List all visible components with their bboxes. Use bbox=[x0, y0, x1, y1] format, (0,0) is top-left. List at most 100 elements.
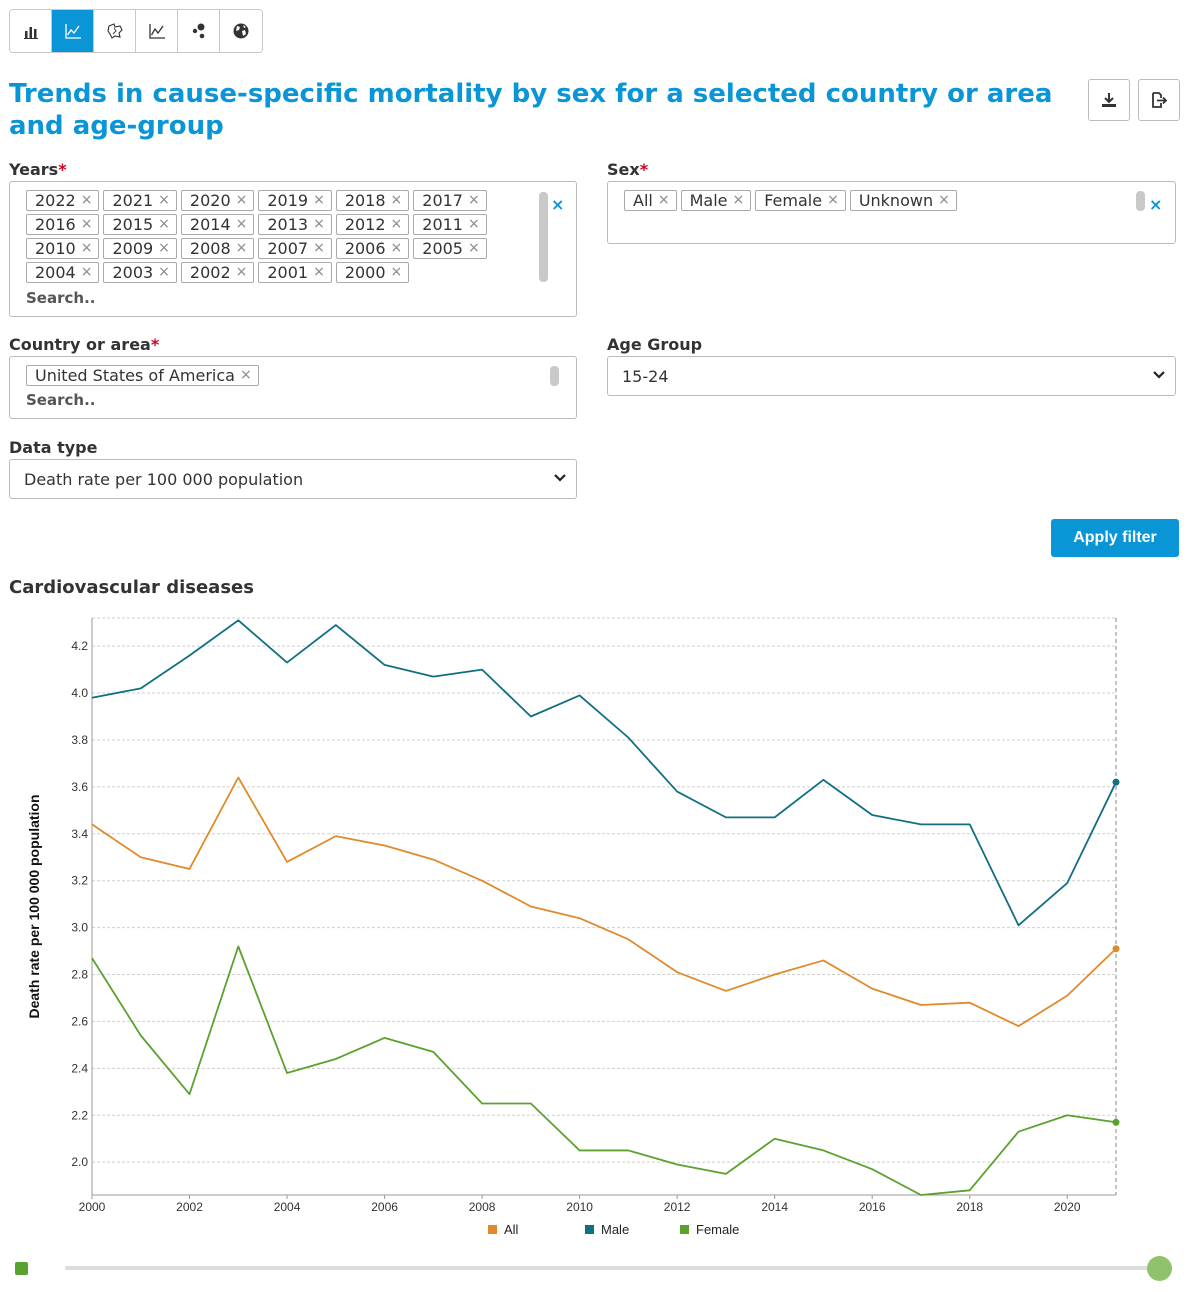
chip-remove-icon[interactable]: × bbox=[313, 216, 325, 232]
sex-chips: All × Male × Female × Unknown × bbox=[624, 190, 1104, 211]
year-chip: 2006 × bbox=[335, 238, 410, 259]
chip-label: 2013 bbox=[267, 215, 309, 234]
x-tick-label: 2004 bbox=[274, 1200, 301, 1214]
trend-chart-icon bbox=[148, 24, 165, 39]
year-slider-track[interactable] bbox=[65, 1266, 1160, 1270]
sex-multiselect[interactable]: All × Male × Female × Unknown × × bbox=[607, 181, 1176, 244]
chip-remove-icon[interactable]: × bbox=[390, 240, 403, 256]
chip-label: 2009 bbox=[112, 239, 154, 258]
chip-remove-icon[interactable]: × bbox=[467, 216, 480, 232]
y-tick-label: 2.4 bbox=[71, 1061, 88, 1075]
series-line-all bbox=[91, 776, 1117, 1028]
line-chart-button[interactable] bbox=[52, 10, 94, 52]
trend-chart-button[interactable] bbox=[136, 10, 178, 52]
chip-remove-icon[interactable]: × bbox=[467, 240, 480, 256]
bubble-chart-button[interactable] bbox=[178, 10, 220, 52]
globe-button[interactable] bbox=[220, 10, 262, 52]
year-chip: 2000 × bbox=[335, 262, 410, 283]
chip-remove-icon[interactable]: × bbox=[467, 192, 480, 208]
chip-label: Female bbox=[764, 191, 823, 210]
series-point-all bbox=[1112, 945, 1120, 953]
page-title: Trends in cause-specific mortality by se… bbox=[9, 79, 1053, 141]
chip-label: 2021 bbox=[112, 191, 154, 210]
chip-remove-icon[interactable]: × bbox=[313, 240, 325, 256]
export-button[interactable] bbox=[1138, 79, 1180, 121]
chip-label: 2015 bbox=[112, 215, 154, 234]
age-group-label: Age Group bbox=[607, 335, 703, 354]
series-point-male bbox=[1112, 778, 1120, 786]
x-tick-label: 2018 bbox=[956, 1200, 983, 1214]
chip-remove-icon[interactable]: × bbox=[235, 264, 248, 280]
chip-remove-icon[interactable]: × bbox=[158, 264, 170, 280]
years-scrollbar[interactable] bbox=[539, 192, 548, 282]
year-chip: 2015 × bbox=[103, 214, 177, 235]
years-multiselect[interactable]: 2022 × 2021 × 2020 × 2019 × 2018 × 2017 × 2016 × 2015 ×… bbox=[9, 181, 577, 317]
year-chip: 2005 × bbox=[413, 238, 487, 259]
sex-clear-icon[interactable]: × bbox=[1149, 195, 1163, 214]
apply-filter-button[interactable]: Apply filter bbox=[1051, 519, 1179, 557]
chip-remove-icon[interactable]: × bbox=[938, 192, 950, 208]
x-tick-label: 2006 bbox=[371, 1200, 398, 1214]
bar-chart-icon bbox=[23, 27, 38, 39]
sex-scrollbar[interactable] bbox=[1136, 191, 1145, 211]
country-scrollbar[interactable] bbox=[550, 366, 559, 386]
age-group-select[interactable]: 15-24 bbox=[607, 356, 1176, 396]
country-chip: United States of America × bbox=[26, 365, 259, 386]
chevron-down-icon bbox=[554, 474, 566, 482]
chip-remove-icon[interactable]: × bbox=[657, 192, 670, 208]
chip-remove-icon[interactable]: × bbox=[80, 240, 93, 256]
chip-remove-icon[interactable]: × bbox=[158, 216, 170, 232]
chip-remove-icon[interactable]: × bbox=[827, 192, 839, 208]
chip-label: 2012 bbox=[344, 215, 386, 234]
download-button[interactable] bbox=[1088, 79, 1130, 121]
chevron-down-icon bbox=[1153, 371, 1165, 379]
years-clear-icon[interactable]: × bbox=[551, 195, 565, 214]
chip-remove-icon[interactable]: × bbox=[235, 192, 248, 208]
chip-label: 2005 bbox=[422, 239, 463, 258]
country-multiselect[interactable]: United States of America × Search.. bbox=[9, 356, 577, 419]
chip-remove-icon[interactable]: × bbox=[390, 264, 403, 280]
legend-label-female[interactable]: Female bbox=[696, 1222, 739, 1237]
chip-label: 2014 bbox=[189, 215, 231, 234]
legend-swatch-female[interactable] bbox=[680, 1225, 689, 1234]
y-tick-label: 3.2 bbox=[71, 874, 88, 888]
bar-chart-button[interactable] bbox=[10, 10, 52, 52]
legend-swatch-all[interactable] bbox=[488, 1225, 497, 1234]
y-tick-label: 3.0 bbox=[71, 921, 88, 935]
country-search-input[interactable]: Search.. bbox=[26, 391, 96, 409]
chip-label: 2002 bbox=[189, 263, 231, 282]
y-tick-label: 2.6 bbox=[71, 1014, 88, 1028]
y-tick-label: 2.2 bbox=[71, 1108, 88, 1122]
chip-remove-icon[interactable]: × bbox=[732, 192, 745, 208]
chip-label: Unknown bbox=[858, 191, 934, 210]
data-type-select[interactable]: Death rate per 100 000 population bbox=[9, 459, 577, 499]
data-type-value: Death rate per 100 000 population bbox=[24, 469, 304, 489]
chip-remove-icon[interactable]: × bbox=[313, 192, 325, 208]
year-chip: 2003 × bbox=[103, 262, 177, 283]
legend-label-male[interactable]: Male bbox=[601, 1222, 629, 1237]
required-mark: * bbox=[639, 160, 649, 179]
chip-remove-icon[interactable]: × bbox=[235, 240, 248, 256]
chip-remove-icon[interactable]: × bbox=[80, 264, 93, 280]
years-label: Years* bbox=[9, 160, 67, 179]
chip-remove-icon[interactable]: × bbox=[235, 216, 248, 232]
chip-remove-icon[interactable]: × bbox=[239, 367, 252, 383]
year-slider-start-handle[interactable] bbox=[15, 1262, 28, 1275]
chip-remove-icon[interactable]: × bbox=[158, 192, 170, 208]
required-mark: * bbox=[58, 160, 67, 179]
chip-remove-icon[interactable]: × bbox=[313, 264, 325, 280]
chip-remove-icon[interactable]: × bbox=[390, 192, 403, 208]
chip-remove-icon[interactable]: × bbox=[80, 192, 93, 208]
chip-remove-icon[interactable]: × bbox=[390, 216, 403, 232]
years-label-text: Years bbox=[9, 160, 59, 179]
years-search-input[interactable]: Search.. bbox=[26, 289, 96, 307]
chip-remove-icon[interactable]: × bbox=[158, 240, 170, 256]
year-chip: 2019 × bbox=[258, 190, 332, 211]
chip-label: 2016 bbox=[35, 215, 76, 234]
sex-label: Sex* bbox=[607, 160, 648, 179]
map-button[interactable] bbox=[94, 10, 136, 52]
legend-label-all[interactable]: All bbox=[504, 1222, 519, 1237]
chip-remove-icon[interactable]: × bbox=[80, 216, 93, 232]
year-slider-end-handle[interactable] bbox=[1147, 1256, 1172, 1281]
legend-swatch-male[interactable] bbox=[585, 1225, 594, 1234]
